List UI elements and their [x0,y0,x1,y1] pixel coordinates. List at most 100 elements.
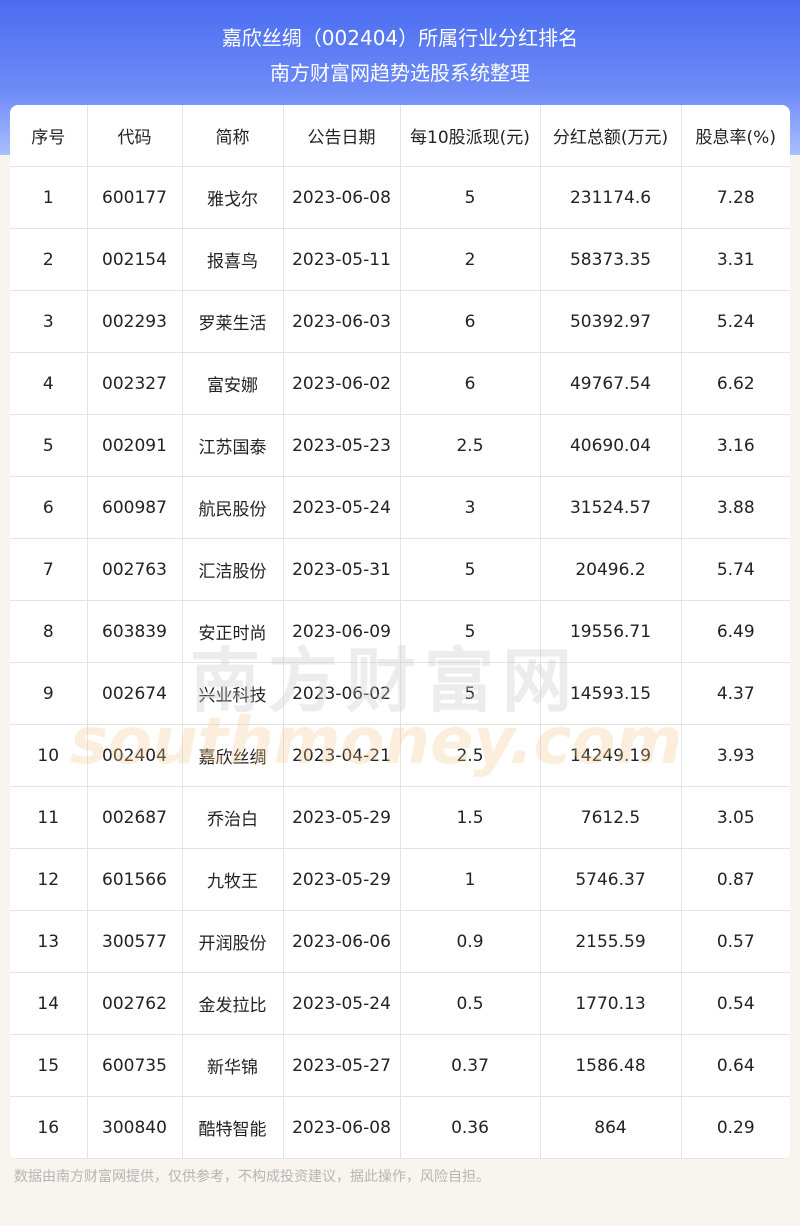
table-cell: 6 [399,352,541,415]
table-cell: 5 [10,414,88,477]
table-cell: 12 [10,848,88,911]
table: 序号 代码 简称 公告日期 每10股派现(元) 分红总额(万元) 股息率(%) 1 600177… [10,105,790,1159]
table-row: 2 002154 报喜鸟 2023-05-11 2 58373.35 3.31 [10,228,790,291]
table-cell: 7 [10,538,88,601]
table-cell: 3 [399,476,541,539]
table-row: 6 600987 航民股份 2023-05-24 3 31524.57 3.88 [10,476,790,539]
header-row: 序号 代码 简称 公告日期 每10股派现(元) 分红总额(万元) 股息率(%) [10,105,790,167]
footer: 数据由南方财富网提供，仅供参考，不构成投资建议，据此操作，风险自担。 [14,1169,490,1185]
table-cell: 6 [10,476,88,539]
table-row: 5 002091 江苏国泰 2023-05-23 2.5 40690.04 3.16 [10,414,790,477]
table-cell: 002687 [86,786,183,849]
table-cell: 5.24 [680,290,790,353]
table-cell: 6 [399,290,541,353]
table-cell: 5 [399,538,541,601]
table-cell: 0.57 [680,910,790,973]
table-row: 8 603839 安正时尚 2023-06-09 5 19556.71 6.49 [10,600,790,663]
table-row: 12 601566 九牧王 2023-05-29 1 5746.37 0.87 [10,848,790,911]
table-cell: 2023-05-24 [282,476,401,539]
table-row: 9 002674 兴业科技 2023-06-02 5 14593.15 4.37 [10,662,790,725]
table-row: 15 600735 新华锦 2023-05-27 0.37 1586.48 0.64 [10,1034,790,1097]
table-cell: 2023-05-23 [282,414,401,477]
table-cell: 2023-05-29 [282,786,401,849]
table-cell: 2023-05-24 [282,972,401,1035]
table-cell: 2023-06-08 [282,1096,401,1159]
table-cell: 金发拉比 [181,972,284,1035]
table-cell: 0.9 [399,910,541,973]
table-cell: 0.87 [680,848,790,911]
table-cell: 3.88 [680,476,790,539]
table-cell: 600735 [86,1034,183,1097]
table-cell: 江苏国泰 [181,414,284,477]
table-cell: 2.5 [399,414,541,477]
table-cell: 002327 [86,352,183,415]
table-card: 序号 代码 简称 公告日期 每10股派现(元) 分红总额(万元) 股息率(%) 1 600177… [10,105,790,1159]
table-cell: 开润股份 [181,910,284,973]
table-cell: 0.64 [680,1034,790,1097]
table-cell: 5 [399,662,541,725]
table-cell: 2023-06-03 [282,290,401,353]
table-cell: 0.36 [399,1096,541,1159]
table-cell: 300577 [86,910,183,973]
table-cell: 9 [10,662,88,725]
table-cell: 2023-06-02 [282,352,401,415]
table-cell: 3.05 [680,786,790,849]
table-row: 11 002687 乔治白 2023-05-29 1.5 7612.5 3.05 [10,786,790,849]
table-cell: 50392.97 [539,290,682,353]
table-cell: 14249.19 [539,724,682,787]
table-cell: 1 [399,848,541,911]
table-cell: 2023-04-21 [282,724,401,787]
table-cell: 2023-05-27 [282,1034,401,1097]
table-cell: 0.29 [680,1096,790,1159]
table-cell: 15 [10,1034,88,1097]
column-header: 分红总额(万元) [539,105,682,167]
title: 嘉欣丝绸（002404）所属行业分红排名 [221,26,579,50]
table-cell: 5.74 [680,538,790,601]
column-header: 股息率(%) [680,105,790,167]
table-cell: 002763 [86,538,183,601]
table-cell: 002674 [86,662,183,725]
table-cell: 7.28 [680,166,790,229]
table-cell: 600987 [86,476,183,539]
table-cell: 1.5 [399,786,541,849]
subtitle: 南方财富网趋势选股系统整理 [270,61,530,85]
table-row: 14 002762 金发拉比 2023-05-24 0.5 1770.13 0.54 [10,972,790,1035]
table-cell: 8 [10,600,88,663]
table-cell: 兴业科技 [181,662,284,725]
table-cell: 2023-06-02 [282,662,401,725]
table-cell: 603839 [86,600,183,663]
table-cell: 4.37 [680,662,790,725]
table-cell: 002404 [86,724,183,787]
table-cell: 16 [10,1096,88,1159]
table-cell: 5 [399,166,541,229]
table-cell: 14 [10,972,88,1035]
table-cell: 富安娜 [181,352,284,415]
table-cell: 2 [10,228,88,291]
table-row: 13 300577 开润股份 2023-06-06 0.9 2155.59 0.57 [10,910,790,973]
column-header: 代码 [86,105,183,167]
table-row: 3 002293 罗莱生活 2023-06-03 6 50392.97 5.24 [10,290,790,353]
column-header: 简称 [181,105,284,167]
table-cell: 31524.57 [539,476,682,539]
table-cell: 231174.6 [539,166,682,229]
table-cell: 2.5 [399,724,541,787]
table-cell: 14593.15 [539,662,682,725]
table-cell: 2023-05-11 [282,228,401,291]
table-cell: 002762 [86,972,183,1035]
table-row: 16 300840 酷特智能 2023-06-08 0.36 864 0.29 [10,1096,790,1159]
table-cell: 航民股份 [181,476,284,539]
table-cell: 嘉欣丝绸 [181,724,284,787]
table-cell: 5 [399,600,541,663]
table-cell: 2023-06-06 [282,910,401,973]
table-cell: 19556.71 [539,600,682,663]
table-cell: 11 [10,786,88,849]
table-cell: 49767.54 [539,352,682,415]
table-cell: 新华锦 [181,1034,284,1097]
table-cell: 13 [10,910,88,973]
table-cell: 乔治白 [181,786,284,849]
table-cell: 2023-06-09 [282,600,401,663]
column-header: 每10股派现(元) [399,105,541,167]
table-cell: 6.49 [680,600,790,663]
column-header: 序号 [10,105,88,167]
table-cell: 安正时尚 [181,600,284,663]
